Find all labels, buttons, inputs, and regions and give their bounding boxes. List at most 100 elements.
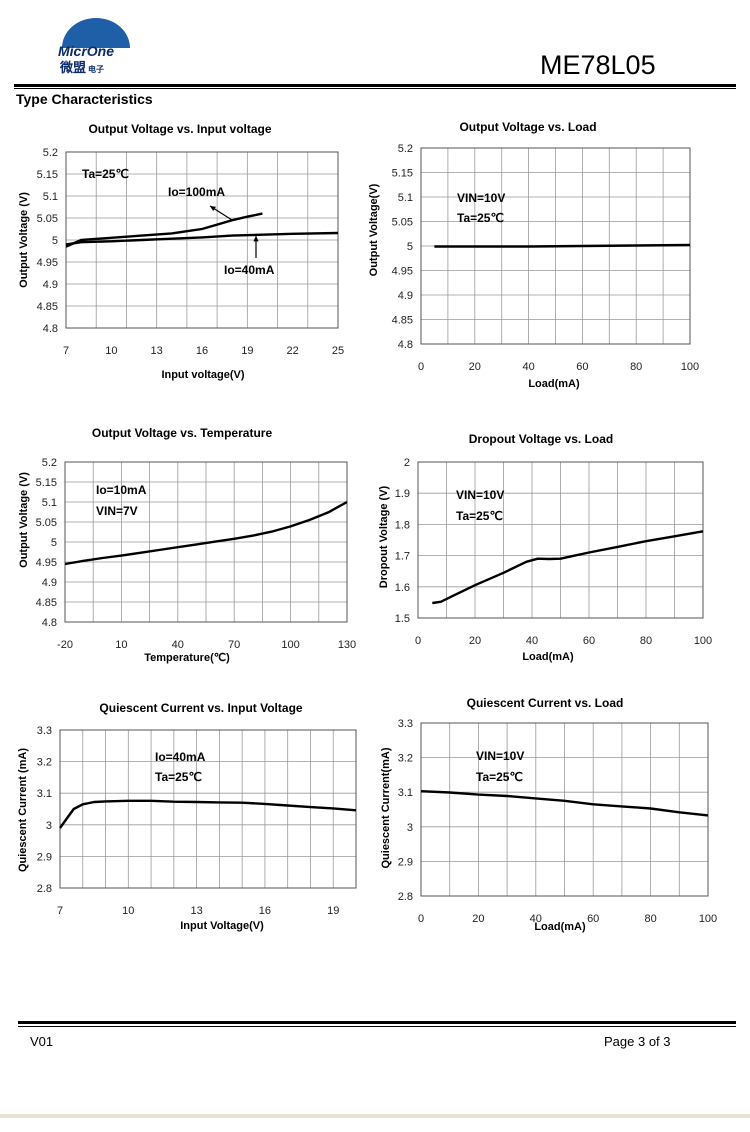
c1-y-tick-label: 4.8 bbox=[43, 323, 58, 335]
c1-x-tick-label: 13 bbox=[151, 345, 163, 357]
c3-y-tick-label: 5.15 bbox=[36, 477, 57, 489]
c5-y-tick-label: 2.8 bbox=[37, 883, 52, 895]
c1-y-tick-label: 5.05 bbox=[37, 213, 58, 225]
c1-x-tick-label: 19 bbox=[241, 345, 253, 357]
c4-plot-frame bbox=[417, 461, 704, 619]
c3-x-axis-label: Temperature(℃) bbox=[144, 652, 230, 664]
c3-plot-frame bbox=[64, 461, 348, 623]
c4-y-tick-label: 1.7 bbox=[395, 551, 410, 563]
c1-annotation-2: Io=40mA bbox=[224, 263, 275, 277]
c1-x-axis-label: Input voltage(V) bbox=[161, 369, 244, 381]
c4-y-tick-label: 1.6 bbox=[395, 582, 410, 594]
c5-annotation-0: Io=40mA bbox=[155, 750, 206, 764]
c1-x-tick-label: 22 bbox=[287, 345, 299, 357]
c5-annotation-1: Ta=25℃ bbox=[155, 770, 202, 784]
bottom-bar bbox=[0, 1114, 750, 1118]
company-logo: MicrOne 微盟 电子 bbox=[56, 14, 136, 76]
c4-y-tick-label: 2 bbox=[404, 457, 410, 469]
section-title: Type Characteristics bbox=[16, 91, 153, 107]
c3-chart-title: Output Voltage vs. Temperature bbox=[92, 426, 273, 440]
c4-y-tick-label: 1.9 bbox=[395, 488, 410, 500]
c3-y-tick-label: 4.9 bbox=[42, 577, 57, 589]
footer-divider bbox=[18, 1021, 736, 1024]
c6-y-tick-label: 2.9 bbox=[398, 856, 413, 868]
c2-x-tick-label: 60 bbox=[576, 361, 588, 373]
c3-y-axis-label: Output Voltage (V) bbox=[18, 472, 30, 568]
c1-y-tick-label: 4.9 bbox=[43, 279, 58, 291]
c2-chart-title: Output Voltage vs. Load bbox=[459, 120, 596, 134]
c6-x-tick-label: 80 bbox=[644, 913, 656, 925]
c4-annotation-1: Ta=25℃ bbox=[456, 509, 503, 523]
c4-y-tick-label: 1.8 bbox=[395, 519, 410, 531]
c2-annotation-1: Ta=25℃ bbox=[457, 211, 504, 225]
c3-y-tick-label: 5.1 bbox=[42, 497, 57, 509]
c1-chart-title: Output Voltage vs. Input voltage bbox=[88, 122, 271, 136]
logo-text: MicrOne bbox=[58, 43, 114, 59]
c5-x-tick-label: 10 bbox=[122, 905, 134, 917]
c1-annotation-1: Io=100mA bbox=[168, 185, 225, 199]
c1-x-tick-label: 10 bbox=[105, 345, 117, 357]
c6-x-tick-label: 20 bbox=[472, 913, 484, 925]
logo-cn: 微盟 bbox=[59, 60, 86, 75]
c6-y-tick-label: 3.1 bbox=[398, 787, 413, 799]
c4-y-tick-label: 1.5 bbox=[395, 613, 410, 625]
c1-series-line-1 bbox=[65, 231, 339, 246]
c2-x-tick-label: 40 bbox=[522, 361, 534, 373]
c1-y-tick-label: 4.85 bbox=[37, 301, 58, 313]
c1-series-line-0 bbox=[65, 212, 263, 248]
c1-y-tick-label: 5 bbox=[52, 235, 58, 247]
c6-x-tick-label: 60 bbox=[587, 913, 599, 925]
c4-x-tick-label: 80 bbox=[640, 635, 652, 647]
c6-series-line-0 bbox=[420, 790, 709, 817]
c1-x-tick-label: 16 bbox=[196, 345, 208, 357]
c5-plot-frame bbox=[59, 729, 357, 889]
c5-y-tick-label: 2.9 bbox=[37, 851, 52, 863]
c4-y-axis-label: Dropout Voltage (V) bbox=[378, 485, 390, 588]
c1-y-tick-label: 4.95 bbox=[37, 257, 58, 269]
c2-y-tick-label: 4.85 bbox=[392, 315, 413, 327]
c5-y-tick-label: 3 bbox=[46, 820, 52, 832]
c5-x-tick-label: 19 bbox=[327, 905, 339, 917]
c3-x-tick-label: 70 bbox=[228, 639, 240, 651]
c3-x-tick-label: -20 bbox=[57, 639, 73, 651]
c2-y-tick-label: 4.95 bbox=[392, 266, 413, 278]
c6-annotation-1: Ta=25℃ bbox=[476, 770, 523, 784]
c2-y-tick-label: 5.2 bbox=[398, 143, 413, 155]
c3-y-tick-label: 4.95 bbox=[36, 557, 57, 569]
c4-x-tick-label: 20 bbox=[469, 635, 481, 647]
c3-annotation-0: Io=10mA bbox=[96, 483, 147, 497]
c4-chart-title: Dropout Voltage vs. Load bbox=[469, 432, 613, 446]
c3-y-tick-label: 4.8 bbox=[42, 617, 57, 629]
c4-x-tick-label: 0 bbox=[415, 635, 421, 647]
c2-y-tick-label: 5.05 bbox=[392, 217, 413, 229]
c5-x-tick-label: 13 bbox=[190, 905, 202, 917]
c3-x-tick-label: 40 bbox=[172, 639, 184, 651]
c2-y-tick-label: 5.1 bbox=[398, 192, 413, 204]
c4-x-tick-label: 60 bbox=[583, 635, 595, 647]
c6-chart-title: Quiescent Current vs. Load bbox=[467, 696, 624, 710]
c3-y-tick-label: 4.85 bbox=[36, 597, 57, 609]
c2-x-tick-label: 80 bbox=[630, 361, 642, 373]
c1-y-tick-label: 5.1 bbox=[43, 191, 58, 203]
c2-y-axis-label: Output Voltage(V) bbox=[368, 183, 380, 276]
part-number: ME78L05 bbox=[540, 50, 656, 80]
c1-plot-frame bbox=[65, 151, 339, 329]
c4-series-line-0 bbox=[432, 530, 704, 605]
c5-y-tick-label: 3.3 bbox=[37, 725, 52, 737]
c5-x-tick-label: 16 bbox=[259, 905, 271, 917]
c4-x-tick-label: 40 bbox=[526, 635, 538, 647]
c1-annotation-0: Ta=25℃ bbox=[82, 167, 129, 181]
c1-x-tick-label: 25 bbox=[332, 345, 344, 357]
c5-y-axis-label: Quiescent Current (mA) bbox=[17, 748, 29, 872]
c3-y-tick-label: 5.05 bbox=[36, 517, 57, 529]
c4-x-tick-label: 100 bbox=[694, 635, 712, 647]
c5-chart-title: Quiescent Current vs. Input Voltage bbox=[99, 701, 302, 715]
c3-y-tick-label: 5 bbox=[51, 537, 57, 549]
c5-y-tick-label: 3.1 bbox=[37, 788, 52, 800]
c3-annotation-1: VIN=7V bbox=[96, 504, 138, 518]
page-number: Page 3 of 3 bbox=[604, 1034, 671, 1049]
c2-annotation-0: VIN=10V bbox=[457, 191, 505, 205]
c3-x-tick-label: 10 bbox=[115, 639, 127, 651]
c1-arrow-head-1 bbox=[253, 236, 259, 242]
